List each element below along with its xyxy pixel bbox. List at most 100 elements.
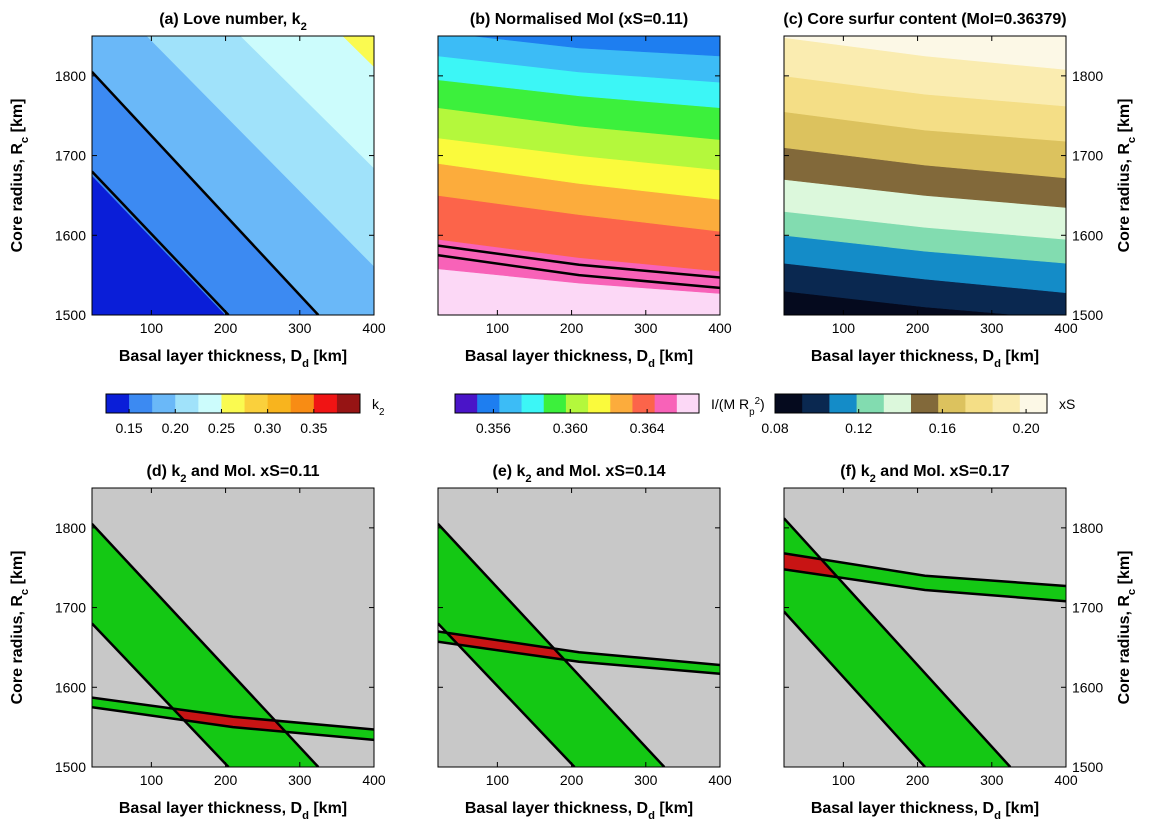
plot-area — [92, 36, 374, 315]
colorbar-swatch — [244, 394, 269, 413]
y-tick-label: 1500 — [55, 307, 86, 323]
x-tick-label: 200 — [214, 772, 238, 788]
contour-line — [438, 630, 720, 667]
x-axis-label: Basal layer thickness, Dd [km] — [811, 800, 1039, 822]
contour-line — [784, 552, 1066, 588]
chart-title: (a) Love number, k2 — [159, 11, 307, 33]
contour-line — [92, 696, 374, 731]
colorbar-swatch — [455, 394, 478, 413]
colorbar-tick-label: 0.356 — [476, 420, 511, 436]
plot-area — [784, 36, 1066, 315]
contour-line — [438, 523, 666, 767]
x-tick-label: 300 — [288, 772, 312, 788]
plot-frame — [783, 487, 1067, 768]
x-tick-label: 200 — [560, 772, 584, 788]
colorbar-swatch — [938, 394, 966, 413]
colorbar-swatch — [829, 394, 857, 413]
panel-e: (e) k2 and MoI. xS=0.14 100 200 300 400 Basal… — [437, 463, 732, 822]
colorbar-label: xS — [1059, 396, 1075, 412]
colorbar-swatch — [992, 394, 1021, 413]
colorbar-swatch — [267, 394, 292, 413]
colorbar-swatch — [802, 394, 830, 413]
colorbar-swatch — [129, 394, 153, 413]
panel-d: (d) k2 and MoI. xS=0.11 100 200 300 400 Basal… — [9, 463, 386, 822]
x-tick-label: 300 — [980, 772, 1004, 788]
colorbar-swatch — [477, 394, 500, 413]
colorbar-swatch — [632, 394, 656, 413]
colorbar-frame — [454, 393, 700, 414]
x-axis-label: Basal layer thickness, Dd [km] — [119, 800, 347, 822]
plot-area — [92, 488, 374, 767]
colorbar-tick-label: 0.20 — [1012, 420, 1039, 436]
chart-title: (e) k2 and MoI. xS=0.14 — [493, 463, 666, 485]
contour-band — [342, 36, 374, 67]
panel-a: (a) Love number, k2 100 200 300 400 Basal lay… — [9, 11, 386, 370]
colorbar-swatch — [565, 394, 589, 413]
x-tick-label: 400 — [1054, 772, 1078, 788]
contour-line — [784, 610, 926, 767]
x-tick-label: 100 — [832, 772, 856, 788]
y-tick-label: 1700 — [1072, 600, 1103, 616]
contour-line — [438, 640, 720, 675]
colorbar-tick-label: 0.364 — [630, 420, 665, 436]
contour-line — [92, 523, 320, 767]
colorbar-swatch — [336, 394, 361, 413]
colorbar-swatch — [856, 394, 885, 413]
colorbar-xs: 0.08 0.12 0.16 0.20 xS — [761, 393, 1075, 436]
colorbar-swatch — [152, 394, 176, 413]
colorbar-swatch — [499, 394, 522, 413]
x-axis-label: Basal layer thickness, Dd [km] — [811, 348, 1039, 370]
x-tick-label: 100 — [486, 772, 510, 788]
y-tick-label: 1600 — [1072, 679, 1103, 695]
colorbar-tick-label: 0.360 — [553, 420, 588, 436]
colorbar-tick-label: 0.30 — [254, 420, 281, 436]
y-axis-label: Core radius, Rc [km] — [1116, 551, 1138, 705]
y-tick-label: 1500 — [1072, 307, 1103, 323]
colorbar-swatch — [1019, 394, 1048, 413]
x-tick-label: 300 — [634, 320, 658, 336]
y-tick-label: 1500 — [1072, 759, 1103, 775]
colorbar-swatch — [290, 394, 315, 413]
y-tick-label: 1600 — [55, 227, 86, 243]
y-tick-label: 1800 — [55, 520, 86, 536]
x-tick-label: 200 — [906, 772, 930, 788]
colorbar-swatch — [654, 394, 678, 413]
contour-line — [438, 244, 720, 279]
contour-line — [92, 705, 374, 742]
y-tick-label: 1700 — [1072, 148, 1103, 164]
plot-area — [438, 488, 720, 767]
contour-line — [438, 253, 720, 290]
colorbar-tick-label: 0.15 — [115, 420, 142, 436]
colorbar-swatch — [221, 394, 245, 413]
x-tick-label: 400 — [708, 772, 732, 788]
colorbar-swatch — [883, 394, 912, 413]
y-axis-label: Core radius, Rc [km] — [9, 551, 31, 705]
colorbar-tick-label: 0.20 — [162, 420, 189, 436]
y-tick-label: 1600 — [55, 679, 86, 695]
chart-title: (c) Core surfur content (MoI=0.36379) — [783, 11, 1066, 28]
colorbar-swatch — [313, 394, 338, 413]
colorbar-frame — [774, 393, 1048, 414]
colorbar-swatch — [911, 394, 939, 413]
colorbar-swatch — [610, 394, 633, 413]
y-tick-label: 1800 — [1072, 68, 1103, 84]
x-tick-label: 100 — [832, 320, 856, 336]
panel-c: (c) Core surfur content (MoI=0.36379) 100… — [783, 11, 1138, 370]
colorbar-swatch — [198, 394, 222, 413]
contour-line — [92, 622, 230, 767]
chart-title: (f) k2 and MoI. xS=0.17 — [840, 463, 1009, 485]
plot-frame — [437, 487, 721, 768]
x-tick-label: 300 — [288, 320, 312, 336]
x-tick-label: 300 — [980, 320, 1004, 336]
panel-f: (f) k2 and MoI. xS=0.17 100 200 300 400 Basal… — [783, 463, 1138, 822]
colorbar-k2: 0.15 0.20 0.25 0.30 0.35 k2 — [105, 393, 384, 436]
x-tick-label: 400 — [708, 320, 732, 336]
y-tick-label: 1500 — [55, 759, 86, 775]
x-axis-label: Basal layer thickness, Dd [km] — [465, 348, 693, 370]
colorbar-frame — [105, 393, 361, 414]
plot-frame — [91, 487, 375, 768]
contour-band — [240, 36, 374, 169]
contour-line — [438, 622, 576, 767]
chart-title: (d) k2 and MoI. xS=0.11 — [147, 463, 320, 485]
